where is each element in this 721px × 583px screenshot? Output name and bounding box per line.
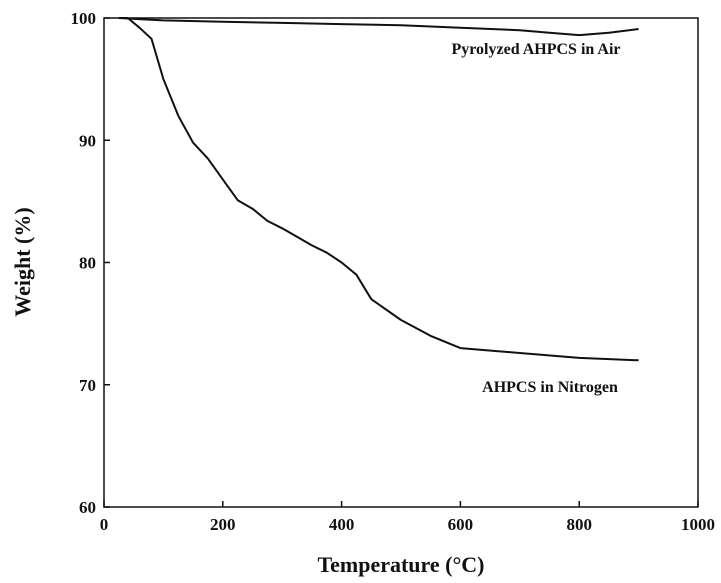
y-tick-label: 80: [79, 254, 96, 273]
y-tick-label: 90: [79, 131, 96, 150]
x-tick-label: 200: [210, 515, 236, 534]
series-label-air: Pyrolyzed AHPCS in Air: [451, 41, 620, 58]
x-tick-label: 400: [329, 515, 355, 534]
y-axis: 60 70 80 90 100: [71, 9, 110, 517]
series-label-nitrogen: AHPCS in Nitrogen: [482, 379, 618, 396]
plot-frame: [103, 17, 699, 508]
x-tick-label: 1000: [681, 515, 715, 534]
series-lines: [118, 17, 639, 362]
nitrogen-series-line: [118, 17, 639, 362]
x-axis-title: Temperature (°C): [317, 552, 484, 577]
y-tick-label: 60: [79, 498, 96, 517]
x-tick-label: 600: [448, 515, 474, 534]
y-axis-title: Weight (%): [10, 207, 35, 316]
y-tick-label: 70: [79, 376, 96, 395]
x-tick-label: 800: [566, 515, 592, 534]
x-tick-label: 0: [100, 515, 109, 534]
air-series-line: [118, 17, 639, 37]
y-tick-label: 100: [71, 9, 97, 28]
x-axis: 0 200 400 600 800 1000: [100, 501, 715, 534]
